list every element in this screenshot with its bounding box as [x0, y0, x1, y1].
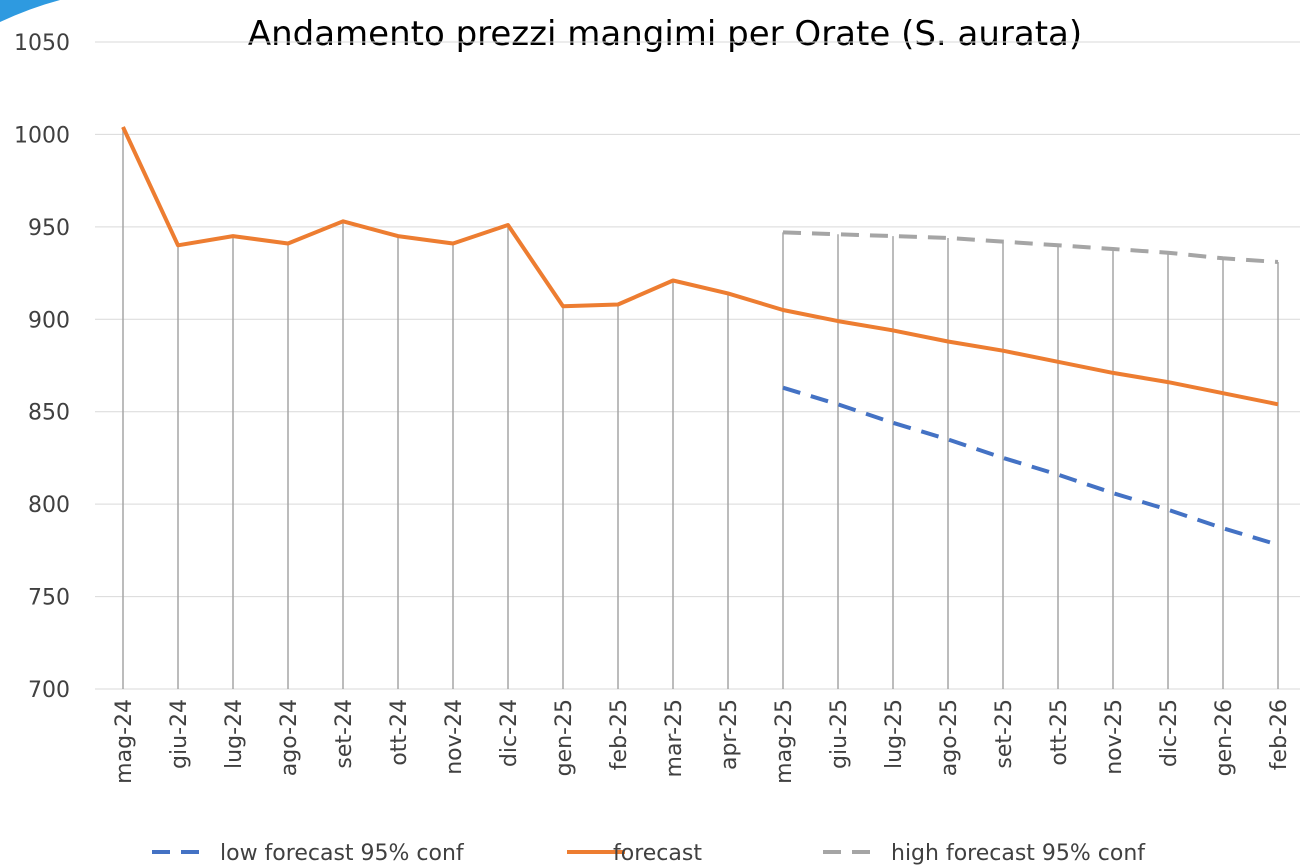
x-tick-label: ott-25 [1047, 699, 1072, 766]
series-line [123, 127, 1278, 404]
y-tick-label: 900 [28, 308, 70, 333]
x-tick-label: gen-25 [552, 699, 577, 776]
y-tick-label: 1050 [14, 31, 70, 56]
y-tick-label: 750 [28, 586, 70, 611]
y-tick-label: 1000 [14, 123, 70, 148]
x-tick-label: mag-25 [772, 699, 797, 784]
y-tick-label: 950 [28, 216, 70, 241]
x-tick-label: gen-26 [1212, 699, 1237, 776]
y-tick-label: 800 [28, 493, 70, 518]
x-tick-label: mag-24 [112, 699, 137, 784]
legend-label: high forecast 95% conf [891, 841, 1146, 865]
x-tick-label: lug-25 [882, 699, 907, 769]
x-tick-label: ago-25 [937, 699, 962, 776]
chart-title: Andamento prezzi mangimi per Orate (S. a… [248, 14, 1082, 54]
x-tick-label: mar-25 [662, 699, 687, 777]
y-tick-label: 850 [28, 401, 70, 426]
x-tick-label: dic-24 [497, 699, 522, 767]
x-tick-label: ott-24 [387, 699, 412, 766]
chart: Andamento prezzi mangimi per Orate (S. a… [0, 0, 1301, 865]
x-tick-label: ago-24 [277, 699, 302, 776]
legend-label: low forecast 95% conf [220, 841, 465, 865]
x-tick-label: lug-24 [222, 699, 247, 769]
corner-decoration [0, 0, 60, 22]
x-tick-label: nov-25 [1102, 699, 1127, 775]
x-tick-label: apr-25 [717, 699, 742, 770]
x-tick-label: feb-26 [1267, 699, 1292, 770]
x-tick-label: feb-25 [607, 699, 632, 770]
x-tick-label: giu-25 [827, 699, 852, 769]
series-line [783, 232, 1278, 262]
legend-label: forecast [613, 841, 702, 865]
x-tick-label: dic-25 [1157, 699, 1182, 767]
x-tick-label: giu-24 [167, 699, 192, 769]
x-tick-label: set-25 [992, 699, 1017, 769]
x-tick-label: nov-24 [442, 699, 467, 775]
y-tick-label: 700 [28, 678, 70, 703]
x-tick-label: set-24 [332, 699, 357, 769]
